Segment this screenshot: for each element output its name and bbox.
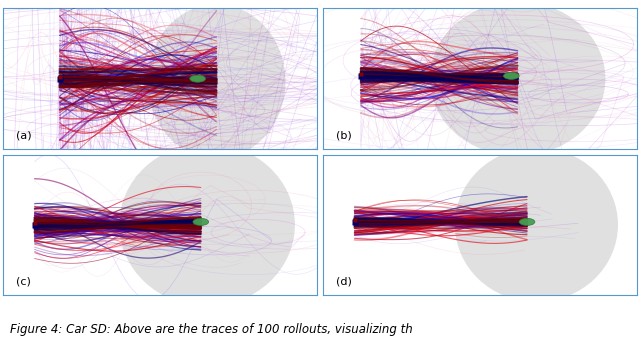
Text: (d): (d) <box>336 277 351 286</box>
Circle shape <box>519 218 535 225</box>
Ellipse shape <box>147 4 285 159</box>
Text: (b): (b) <box>336 131 351 140</box>
Circle shape <box>193 218 209 225</box>
Circle shape <box>190 75 205 82</box>
Ellipse shape <box>430 1 605 156</box>
Text: (a): (a) <box>16 131 31 140</box>
Circle shape <box>504 72 519 79</box>
Ellipse shape <box>119 143 295 306</box>
Ellipse shape <box>455 147 618 302</box>
Text: (c): (c) <box>16 277 31 286</box>
Text: Figure 4: Car SD: Above are the traces of 100 rollouts, visualizing th: Figure 4: Car SD: Above are the traces o… <box>10 323 412 336</box>
